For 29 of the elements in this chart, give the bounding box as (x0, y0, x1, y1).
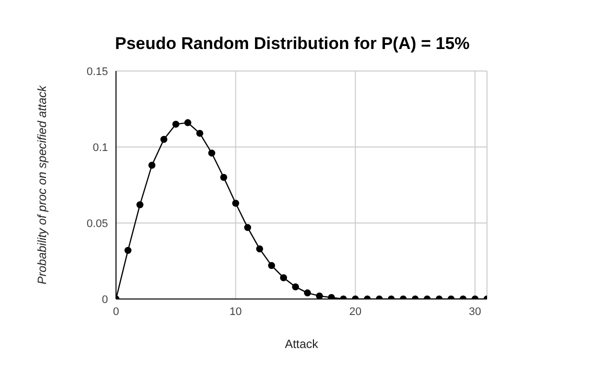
point (292, 283, 300, 290)
chart-title: Pseudo Random Distribution for P(A) = 15% (115, 34, 470, 54)
x-axis-title: Attack (284, 337, 320, 351)
point (136, 201, 144, 208)
point (232, 200, 240, 207)
point (160, 136, 168, 143)
y-tick-label: 0.1 (92, 142, 108, 154)
point (280, 274, 288, 282)
x-tick-label: 20 (349, 306, 362, 318)
point (184, 119, 192, 126)
point (304, 289, 311, 296)
point (316, 292, 323, 299)
point (256, 245, 264, 252)
x-tick-label: 10 (230, 306, 242, 318)
point (220, 174, 228, 181)
point (244, 224, 252, 232)
point (172, 120, 180, 128)
point (196, 130, 204, 137)
y-tick-label: 0.15 (86, 66, 108, 78)
y-tick-label: 0.05 (86, 218, 108, 230)
y-tick-label: 0 (102, 294, 108, 306)
point (148, 162, 156, 169)
y-axis-title: Probability of proc on specified attack (35, 86, 49, 284)
point (328, 294, 335, 299)
point (208, 150, 216, 157)
point (124, 246, 132, 254)
x-tick-label: 30 (468, 306, 482, 318)
point (268, 262, 276, 270)
x-tick-label: 0 (112, 306, 120, 318)
